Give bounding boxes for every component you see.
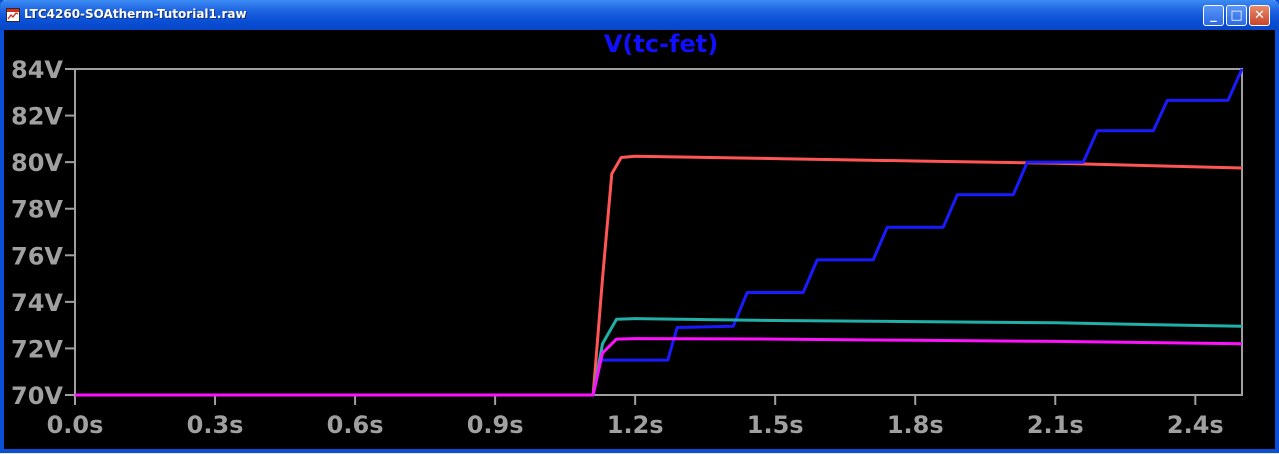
y-tick-label: 70V [11,382,63,410]
x-tick-label: 1.5s [747,411,804,439]
waveform-plot-area[interactable]: V(tc-fet) 70V 72V 74V 76V 78V 80V 82V 84V 0.0s 0.… [4,30,1275,449]
close-button[interactable]: ✕ [1249,5,1270,26]
y-tick-label: 72V [11,335,63,363]
y-tick-label: 84V [11,56,63,84]
series-line-4[interactable] [75,337,1243,397]
x-tick-label: 0.6s [327,411,384,439]
minimize-button[interactable]: _ [1203,5,1224,26]
y-tick-label: 82V [11,103,63,131]
x-tick-label: 1.2s [607,411,664,439]
waveform-chart[interactable]: V(tc-fet) 70V 72V 74V 76V 78V 80V 82V 84V 0.0s 0.… [4,30,1275,449]
x-tick-label: 2.1s [1027,411,1084,439]
y-tick-label: 76V [11,242,63,270]
y-tick-label: 80V [11,149,63,177]
window-title: LTC4260-SOAtherm-Tutorial1.raw [24,7,247,21]
y-tick-label: 74V [11,289,63,317]
chart-title: V(tc-fet) [604,30,718,58]
series-line-2[interactable] [75,68,1244,397]
series-line-1[interactable] [75,154,1243,397]
plot-frame [74,68,1243,396]
y-tick-label: 78V [11,196,63,224]
x-tick-label: 0.3s [187,411,244,439]
series-line-3[interactable] [75,317,1243,397]
title-bar[interactable]: LTC4260-SOAtherm-Tutorial1.raw _ □ ✕ [0,0,1279,30]
x-tick-label: 0.0s [47,411,104,439]
x-tick-label: 1.8s [887,411,944,439]
x-tick-label: 0.9s [467,411,524,439]
waveform-app-icon [6,8,20,22]
x-tick-label: 2.4s [1167,411,1224,439]
maximize-button[interactable]: □ [1226,5,1247,26]
